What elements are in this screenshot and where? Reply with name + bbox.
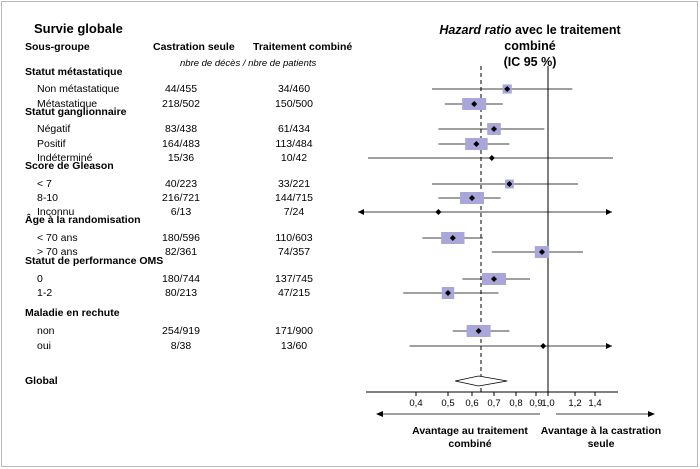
group-label: Statut ganglionnaire (25, 106, 127, 118)
point-estimate (488, 155, 495, 161)
combined-count: 61/434 (277, 123, 311, 135)
point-estimate (449, 235, 456, 241)
row-label: 8-10 (37, 192, 59, 204)
combined-header: Traitement combiné (253, 41, 353, 53)
overall-label: Global (25, 375, 58, 387)
combined-count: 137/745 (275, 273, 313, 285)
point-estimate (539, 249, 545, 255)
point-estimate (471, 101, 478, 107)
castration-count: 164/483 (162, 138, 200, 150)
row-label: Positif (37, 138, 66, 150)
combined-count: 10/42 (280, 152, 308, 164)
point-estimate (491, 276, 497, 282)
castration-count: 82/361 (164, 246, 198, 258)
combined-count: 13/60 (280, 340, 308, 352)
x-tick-label: 1,4 (588, 398, 602, 409)
x-tick-label: 0,6 (465, 398, 479, 409)
group-label: Âge à la randomisation (25, 214, 141, 226)
hazard-ratio-title-italic: Hazard ratio (439, 23, 512, 37)
ci-arrow-right (606, 343, 612, 349)
ci-arrow-right (606, 209, 612, 215)
row-label: Inconnu (37, 206, 75, 218)
castration-count: 6/13 (170, 206, 192, 218)
subgroup-header: Sous-groupe (25, 41, 90, 53)
advantage-left-arrowhead (376, 411, 383, 417)
overall-diamond (455, 375, 508, 387)
point-estimate (540, 343, 547, 349)
combined-count: 144/715 (275, 192, 313, 204)
castration-count: 254/919 (162, 325, 200, 337)
row-label: < 70 ans (37, 232, 78, 244)
castration-count: 80/213 (164, 287, 198, 299)
castration-count: 15/36 (167, 152, 195, 164)
castration-count: 83/438 (164, 123, 198, 135)
point-estimate (491, 126, 497, 132)
castration-count: 218/502 (162, 98, 200, 110)
row-label: Non métastatique (37, 83, 120, 95)
row-label: oui (37, 340, 52, 352)
x-tick-label: 1,2 (568, 398, 582, 409)
row-label: Indéterminé (37, 152, 93, 164)
castration-header: Castration seule (153, 41, 235, 53)
combined-count: 33/221 (277, 178, 311, 190)
combined-count: 110/603 (275, 232, 313, 244)
row-label: > 70 ans (37, 246, 78, 258)
row-label: non (37, 325, 55, 337)
point-estimate (435, 209, 442, 215)
point-estimate (506, 181, 513, 187)
combined-count: 113/484 (275, 138, 313, 150)
row-label: 0 (37, 273, 43, 285)
castration-count: 180/596 (162, 232, 200, 244)
group-label: Statut métastatique (25, 66, 123, 78)
combined-count: 171/900 (275, 325, 313, 337)
castration-count: 180/744 (162, 273, 200, 285)
point-estimate (475, 328, 482, 334)
combined-count: 47/215 (277, 287, 311, 299)
point-estimate (473, 141, 480, 147)
combined-count: 74/357 (277, 246, 311, 258)
point-estimate (469, 195, 475, 201)
hazard-ratio-title-ci: (IC 95 %) (503, 55, 557, 69)
x-tick-label: 0,9 (529, 398, 543, 409)
row-label: Métastatique (37, 98, 98, 110)
advantage-castration-label: Avantage à la castration seule (540, 425, 662, 450)
point-estimate (445, 290, 451, 296)
count-note: nbre de décès / nbre de patients (180, 58, 317, 69)
castration-count: 44/455 (164, 83, 198, 95)
combined-count: 34/460 (277, 83, 311, 95)
advantage-combined-label: Avantage au traitement combiné (412, 425, 528, 450)
group-label: Statut de performance OMS (25, 255, 164, 267)
castration-count: 216/721 (162, 192, 200, 204)
x-tick-label: 0,4 (409, 398, 423, 409)
row-label: Négatif (37, 123, 71, 135)
advantage-right-arrowhead (648, 411, 655, 417)
combined-count: 7/24 (283, 206, 305, 218)
x-tick-label: 0,8 (509, 398, 523, 409)
x-tick-label: 0,5 (441, 398, 455, 409)
row-label: 1-2 (37, 287, 53, 299)
figure-title: Survie globale (34, 21, 123, 36)
combined-count: 150/500 (275, 98, 313, 110)
x-tick-label: 1,0 (541, 398, 555, 409)
row-label: < 7 (37, 178, 52, 190)
hazard-ratio-title-rest: avec le traitement combiné (504, 23, 621, 53)
point-estimate (504, 86, 511, 92)
group-label: Score de Gleason (25, 160, 114, 172)
x-tick-label: 0,7 (487, 398, 501, 409)
hazard-ratio-title: Hazard ratio avec le traitement combiné … (420, 22, 640, 70)
group-label: Maladie en rechute (25, 307, 120, 319)
castration-count: 8/38 (170, 340, 192, 352)
castration-count: 40/223 (164, 178, 198, 190)
ci-arrow-left (358, 209, 364, 215)
